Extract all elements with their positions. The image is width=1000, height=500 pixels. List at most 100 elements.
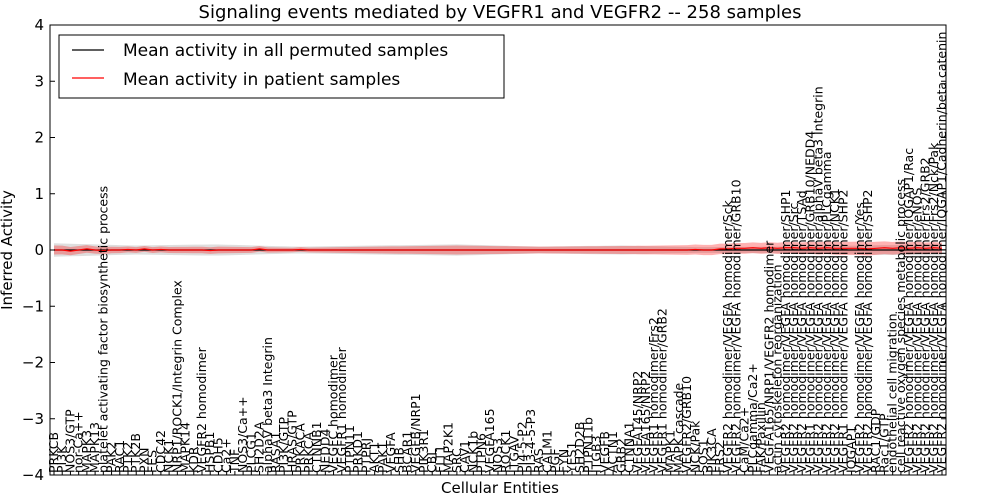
x-tick-label: FLT1 [432,445,447,473]
x-tick-label: ACTN1 [605,431,620,473]
x-tick-label: FYN [556,449,571,473]
legend: Mean activity in all permuted samples Me… [58,34,505,99]
x-tick-label: PI4-5-P2 [515,421,530,473]
x-tick-label: ROCK1 [498,430,513,473]
x-tick-label: RAC1 [112,440,127,473]
x-tick-label: PRKACA [293,423,308,473]
x-tick-label: NCK1 [161,439,176,473]
x-tick-label: NCK1b [465,431,480,473]
x-tick-label: VEGFR2 homodimer/VEGFA homodimer/Yes [852,202,867,473]
x-tick-label: MAP2K1 [441,422,456,473]
x-tick-label: VEGFR1 homodimer/VEGFA homodimer/GRB10/N… [802,131,817,473]
series-lines [54,247,943,252]
y-tick-label: −1 [22,297,44,315]
y-tick-label: 0 [34,241,44,259]
x-tick-label: PI3-4-5-P3 [523,409,538,473]
x-tick-label: VEGFC homodimer [326,354,341,473]
x-tick-label: CAV1 [457,440,472,473]
y-tick-label: 4 [34,16,44,34]
x-tick-label: CDH5 [210,437,225,473]
x-tick-label: HSPB1 [202,432,217,473]
x-axis-label: Cellular Entities [441,479,559,497]
x-tick-label: PRKCA [301,432,316,473]
x-tick-label: VEGFR2 homodimer/VEGFA homodimer/Frs2/Nc… [926,142,941,473]
x-tick-label: NCK/Pak [687,420,702,473]
y-tick-label: 1 [34,185,44,203]
x-tick-label: PIK3CA [704,428,719,473]
x-tick-label: HRAS/GTP [284,410,299,473]
x-tick-label: FRS2 [712,441,727,473]
x-tick-label: NOS3/Ca++ [235,396,250,473]
x-tick-label: nor-Ca++ [71,411,86,473]
x-tick-label: YES1 [564,442,579,474]
x-tick-label: PRKD1 [350,431,365,473]
x-tick-label: VEGFR2 homodimer/VEGFA homodimer/alphaV … [811,86,826,473]
x-tick-label: CBL [424,449,439,473]
x-tick-label: VEGFR2 homodimer/VEGFA homodimer/SHP1 [778,189,793,473]
x-tick-label: VEGFR2 homodimer/VEGFA homodimer/TSAd [794,190,809,473]
x-tick-label: PGF [548,449,563,473]
x-tick-label: NEDD4 [317,429,332,473]
x-tick-label: CTNNA1 [622,421,637,473]
x-tick-label: VEGFR1 homodimer/GRB2 [654,308,669,473]
x-tick-label: NOS3/GTP [62,409,77,473]
x-tick-label: endothelial cell migration [885,313,900,473]
x-tick-label: MAPK14 [178,422,193,473]
x-tick-label: NOS3 [490,438,505,473]
chart-title: Signaling events mediated by VEGFR1 and … [199,2,802,23]
x-tick-label: SHB [391,447,406,473]
x-tick-label: RAC1/GDP [868,408,883,473]
x-tick-label: VEGFA165 [482,408,497,473]
x-tick-label: PTPN6 [474,433,489,473]
x-tick-label: VEGFR1 homodimer/VEGFA homodimer/SHP2 [835,189,850,473]
x-tick-label: RAS [531,448,546,473]
patient-band [54,241,942,256]
x-tick-label: cell reactive oxygen species metabolic p… [893,179,908,473]
x-tick-label: CDC42 [153,430,168,473]
y-axis-ticks: 4 3 2 1 0 −1 −2 −3 −4 [22,16,946,484]
x-tick-label: GRB2 [613,438,628,473]
x-tick-label: VEGFA165/NRP1/VEGFR2 homodimer [761,240,776,473]
x-tick-label: PTPN11 [342,425,357,473]
x-tick-label: VEGFR2 homodimer/VEGFA homodimer/Src [786,203,801,473]
x-tick-label: VEGFR2 homodimer/VEGFA homodimer/NCK1 [827,188,842,473]
x-tick-label: PTK2 [120,442,135,473]
x-tick-label: VEGFR1 homodimer [334,346,349,473]
legend-box [58,34,505,99]
x-tick-label: ITGB3 [589,435,604,473]
y-axis-label: Inferred Activity [0,190,16,310]
series-line-patient [54,247,943,252]
y-tick-label: 2 [34,129,44,147]
x-tick-label: PI3K [54,445,69,473]
x-tick-label: VEGFB/NRP1 [408,393,423,473]
legend-label-permuted: Mean activity in all permuted samples [123,41,448,61]
x-tick-label: ITGAV [506,435,521,473]
x-tick-label: VEGFR2 homodimer [194,346,209,473]
x-tick-label: MAPK1 [663,430,678,473]
x-tick-label: VEGFA165/NRP2 [638,371,653,473]
x-tick-label: PIK3R1 [416,429,431,473]
x-tick-label: TNF [227,449,242,474]
x-tick-label: PLCG1 [243,432,258,473]
x-tick-label: SRC [449,448,464,473]
x-tick-label: VEGFR2 homodimer/VEGFA homodimer/PLCgamm… [819,151,834,473]
x-tick-label: VEGFR2/GRB10 [679,376,694,473]
x-tick-label: CTNNB1 [309,421,324,473]
x-tick-labels: PRKCBPI3KNOS3/GTPnor-Ca++MAPK3MAPK13plat… [46,32,949,475]
x-tick-label: KDR [186,446,201,473]
x-tick-label: VEGFR2 homodimer/VEGFA homodimer/SHP2 [860,189,875,473]
x-tick-label: VEGFR2 homodimer/VEGFA homodimer/eNOS [909,187,924,473]
x-tick-label: VEGFR2 homodimer/VEGFA homodimer/Sck [720,200,735,473]
plot-frame [49,24,947,476]
x-tick-label: platelet activating factor biosynthetic … [95,186,110,473]
x-tick-label: PTK2B [128,433,143,473]
x-tick-label: MAPK cascade [671,382,686,473]
x-tick-label: VEGFR2 homodimer/VEGFA homodimer/Frs2/GR… [918,157,933,473]
x-tick-label: PAK1 [375,442,390,473]
y-tick-label: 3 [34,72,44,90]
y-tick-label: −3 [22,410,44,428]
x-tick-label: SOS1 [696,439,711,473]
x-tick-label: SH2D2A [252,421,267,473]
x-tick-label: PXN [136,448,151,473]
x-tick-label: VEGFA145/NRP2 [630,371,645,473]
